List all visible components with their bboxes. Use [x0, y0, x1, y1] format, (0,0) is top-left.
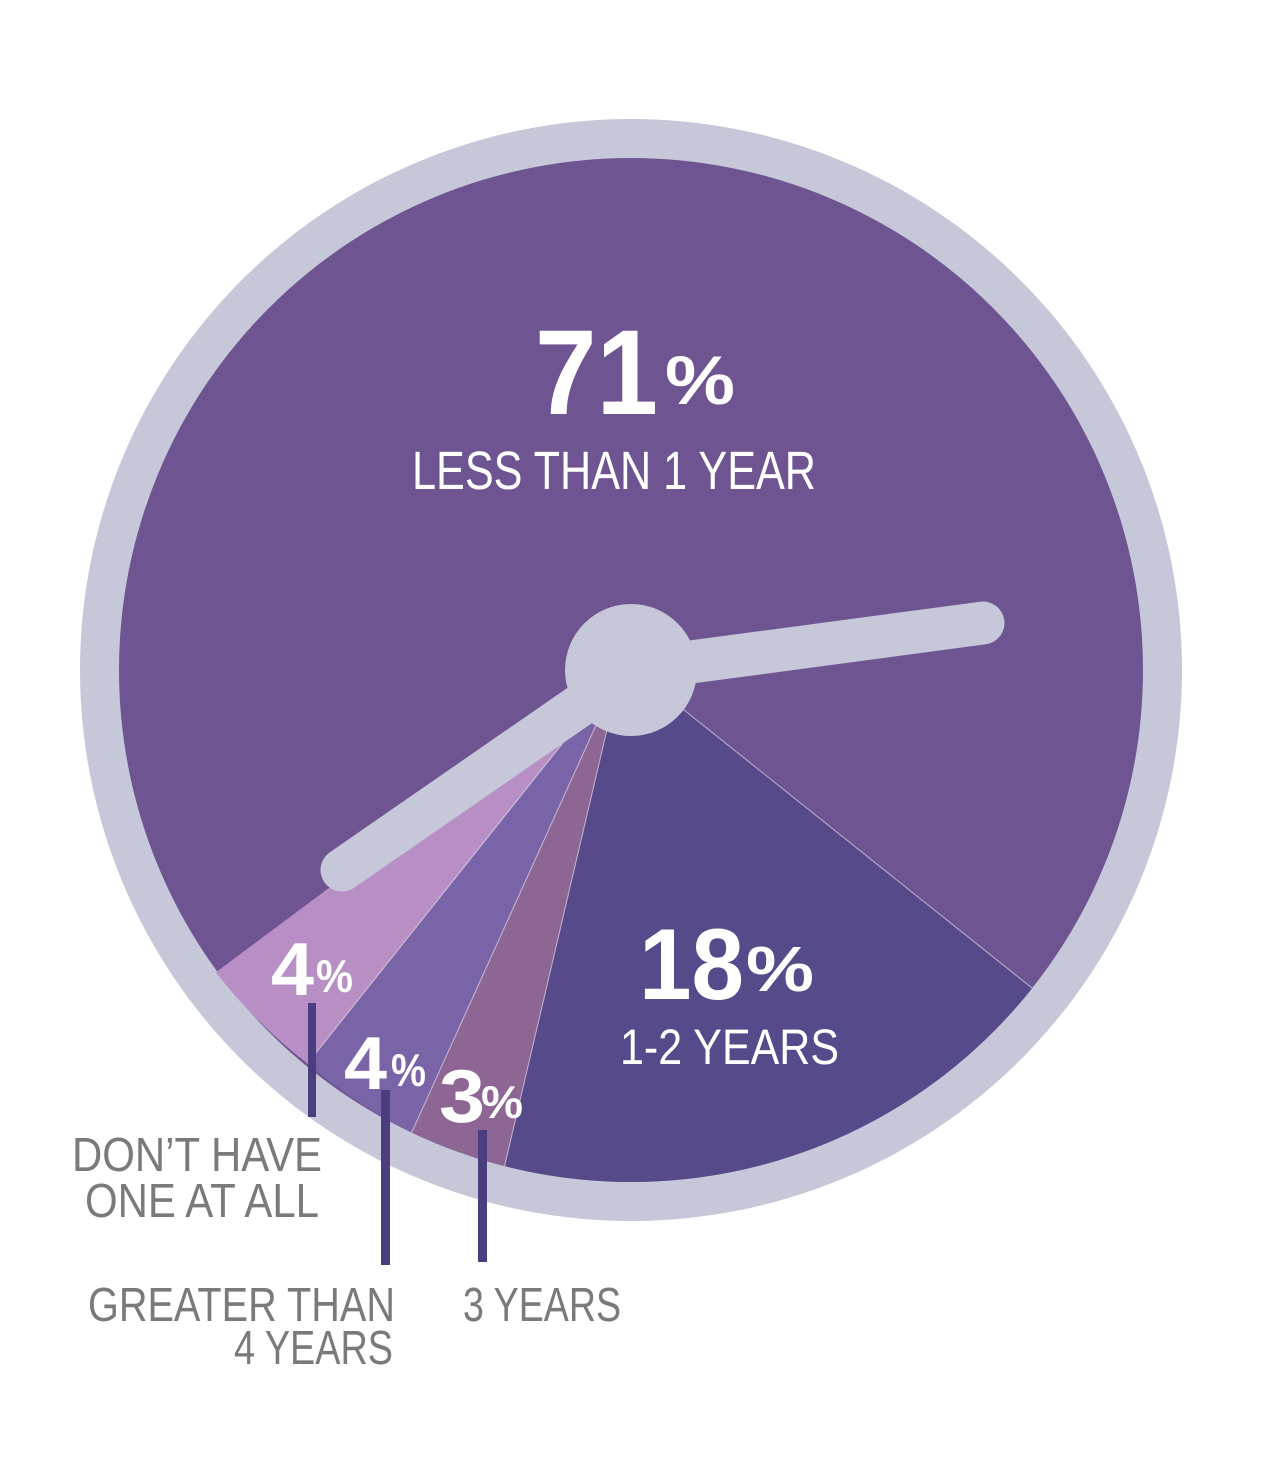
- svg-text:DON’T HAVE: DON’T HAVE: [72, 1129, 322, 1182]
- svg-text:%: %: [665, 342, 735, 419]
- svg-text:3 YEARS: 3 YEARS: [463, 1279, 621, 1332]
- svg-text:GREATER THAN: GREATER THAN: [88, 1279, 395, 1332]
- svg-text:1-2 YEARS: 1-2 YEARS: [620, 1019, 839, 1075]
- svg-text:3: 3: [439, 1054, 485, 1138]
- svg-text:%: %: [316, 950, 353, 1002]
- svg-text:LESS THAN 1 YEAR: LESS THAN 1 YEAR: [412, 441, 816, 501]
- svg-text:4 YEARS: 4 YEARS: [234, 1322, 393, 1375]
- svg-text:%: %: [391, 1044, 426, 1096]
- svg-text:4: 4: [271, 927, 314, 1011]
- svg-text:71: 71: [535, 304, 658, 440]
- svg-text:ONE AT ALL: ONE AT ALL: [85, 1175, 319, 1228]
- svg-text:%: %: [481, 1076, 523, 1128]
- svg-text:%: %: [746, 933, 814, 1005]
- svg-text:4: 4: [344, 1021, 387, 1105]
- svg-text:18: 18: [639, 909, 744, 1021]
